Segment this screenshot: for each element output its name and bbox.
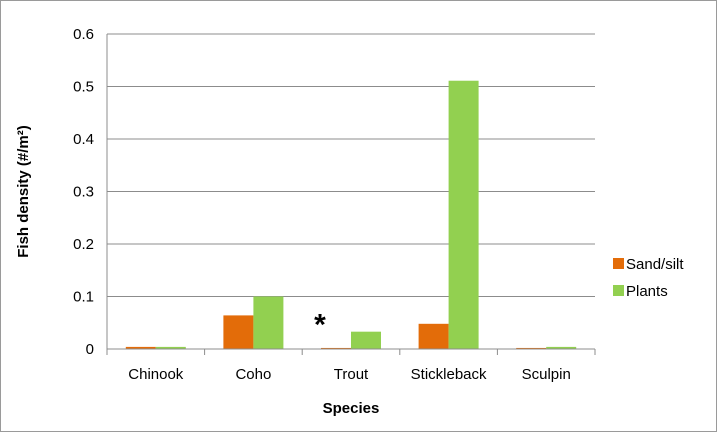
y-axis-title: Fish density (#/m²) xyxy=(15,125,32,258)
x-tick-label: Chinook xyxy=(128,366,184,383)
y-tick-label: 0.5 xyxy=(73,79,94,96)
y-tick-label: 0.1 xyxy=(73,289,94,306)
bar xyxy=(516,347,547,349)
x-tick-label: Trout xyxy=(334,366,369,383)
axes xyxy=(106,34,596,355)
legend-label: Plants xyxy=(626,283,668,300)
bar xyxy=(253,296,284,349)
asterisk-annotation: * xyxy=(314,309,326,342)
bar xyxy=(351,331,381,349)
x-tick-label: Stickleback xyxy=(411,366,487,383)
y-tick-label: 0.6 xyxy=(73,26,94,43)
bar xyxy=(418,323,449,349)
bar xyxy=(125,346,156,349)
legend-label: Sand/silt xyxy=(626,256,684,273)
legend-swatch xyxy=(613,285,624,296)
bars xyxy=(125,80,577,349)
legend-swatch xyxy=(613,258,624,269)
labels: 0 0.1 0.2 0.3 0.4 0.5 0.6 Chinook Coho Trout Stick… xyxy=(15,26,571,417)
y-tick-label: 0.4 xyxy=(73,131,94,148)
legend: Sand/silt Plants xyxy=(613,256,684,300)
bar xyxy=(546,346,577,349)
y-tick-label: 0.2 xyxy=(73,236,94,253)
x-tick-label: Sculpin xyxy=(522,366,571,383)
bar xyxy=(223,315,254,349)
bar xyxy=(448,80,479,349)
x-tick-label: Coho xyxy=(235,366,271,383)
y-tick-label: 0 xyxy=(86,341,94,358)
bar xyxy=(155,346,186,349)
bar xyxy=(321,347,351,349)
y-tick-label: 0.3 xyxy=(73,184,94,201)
x-axis-title: Species xyxy=(323,400,380,417)
gridlines xyxy=(107,33,595,297)
